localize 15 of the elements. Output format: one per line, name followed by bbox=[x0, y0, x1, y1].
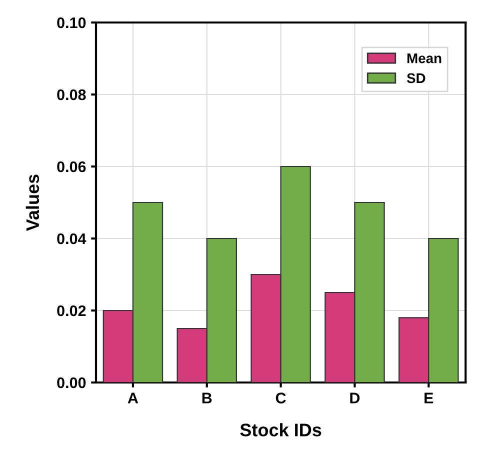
y-tick-label: 0.08 bbox=[57, 89, 86, 100]
x-tick-label: B bbox=[202, 392, 212, 404]
legend-label: SD bbox=[406, 73, 426, 84]
y-tick-label: 0.06 bbox=[57, 161, 86, 172]
x-axis-title: Stock IDs bbox=[240, 423, 322, 436]
x-tick-label: E bbox=[424, 392, 434, 404]
y-tick-label: 0.04 bbox=[57, 233, 86, 244]
x-tick-label: C bbox=[276, 392, 286, 404]
x-tick-label: D bbox=[350, 392, 360, 404]
legend-label: Mean bbox=[407, 54, 442, 64]
y-tick-label: 0.10 bbox=[57, 17, 86, 28]
x-tick-label: A bbox=[128, 392, 138, 404]
y-axis-title: Values bbox=[26, 174, 40, 231]
y-tick-label: 0.00 bbox=[57, 377, 86, 388]
y-tick-label: 0.02 bbox=[57, 305, 86, 316]
